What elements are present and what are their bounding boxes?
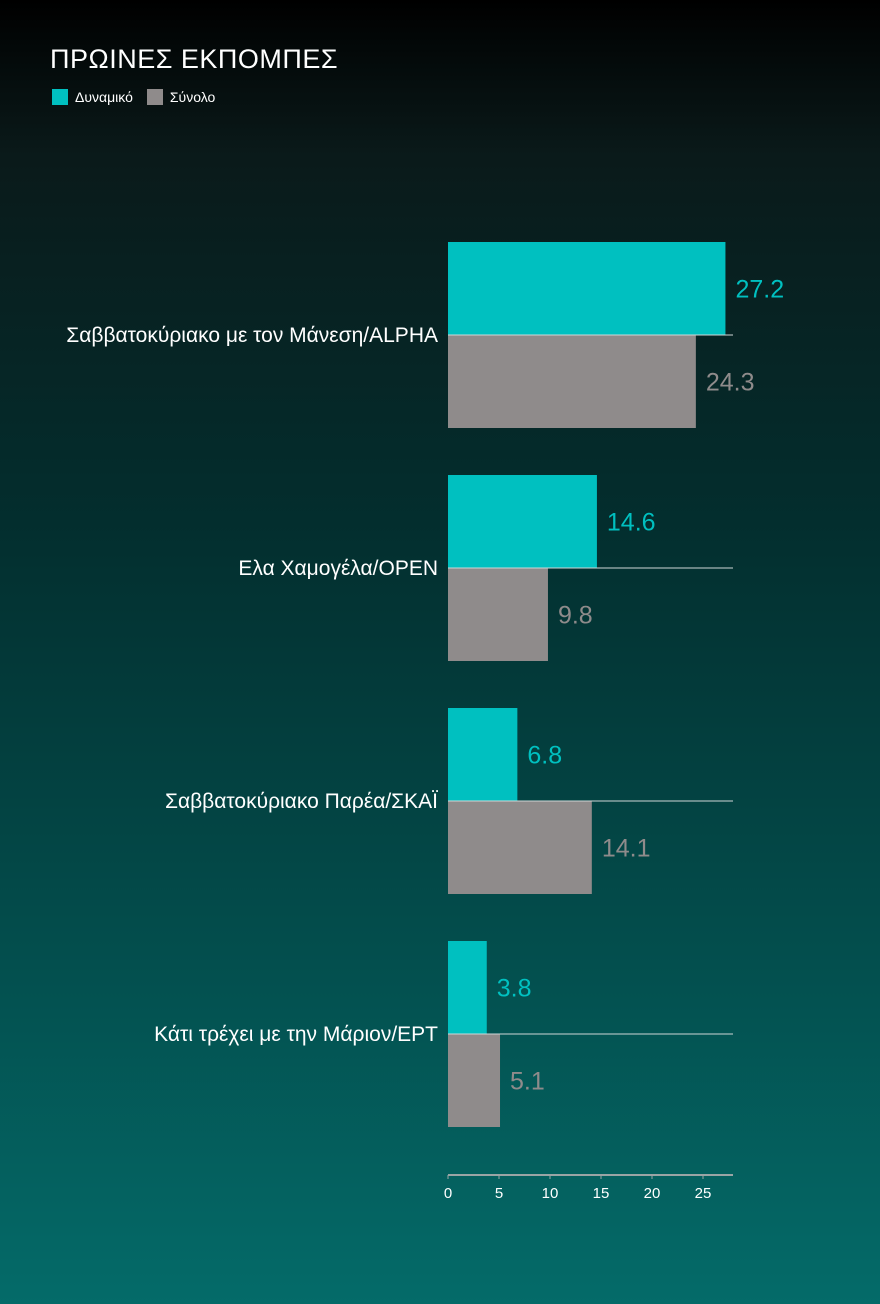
legend: Δυναμικό Σύνολο xyxy=(52,89,229,105)
bar-synolo xyxy=(448,801,592,894)
legend-item-synolo: Σύνολο xyxy=(146,89,216,105)
legend-swatch-dynamiko xyxy=(52,89,68,105)
legend-item-dynamiko: Δυναμικό xyxy=(52,89,133,105)
legend-label-synolo: Σύνολο xyxy=(169,89,216,105)
data-label-synolo: 9.8 xyxy=(558,602,593,630)
bar-synolo xyxy=(448,335,696,428)
x-tick-label: 10 xyxy=(542,1185,559,1202)
data-label-dynamiko: 14.6 xyxy=(607,509,656,537)
legend-swatch-synolo xyxy=(146,89,163,105)
category-label: Σαββατοκύριακο με τον Μάνεση/ALPHA xyxy=(66,324,438,347)
x-tick-label: 5 xyxy=(495,1185,503,1202)
data-label-dynamiko: 27.2 xyxy=(735,276,784,304)
data-label-dynamiko: 6.8 xyxy=(527,742,562,770)
x-tick-label: 25 xyxy=(695,1185,712,1202)
bar-dynamiko xyxy=(448,242,726,335)
bar-synolo xyxy=(448,1034,501,1127)
x-tick-label: 15 xyxy=(593,1185,610,1202)
bar-synolo xyxy=(448,568,548,661)
x-tick-label: 0 xyxy=(444,1185,452,1202)
data-label-dynamiko: 3.8 xyxy=(497,975,532,1003)
chart-title: ΠΡΩΙΝΕΣ ΕΚΠΟΜΠΕΣ xyxy=(50,44,339,74)
legend-label-dynamiko: Δυναμικό xyxy=(75,89,133,105)
bar-dynamiko xyxy=(448,475,597,568)
x-tick-label: 20 xyxy=(644,1185,661,1202)
category-label: Σαββατοκύριακο Παρέα/ΣΚΑΪ xyxy=(165,790,438,813)
category-label: Κάτι τρέχει με την Μάριον/ΕΡΤ xyxy=(154,1023,438,1046)
data-label-synolo: 5.1 xyxy=(510,1068,545,1096)
category-label: Ελα Χαμογέλα/OPEN xyxy=(238,557,438,580)
bar-dynamiko xyxy=(448,941,487,1034)
data-label-synolo: 24.3 xyxy=(706,369,755,397)
data-label-synolo: 14.1 xyxy=(602,835,651,863)
bar-dynamiko xyxy=(448,708,518,801)
